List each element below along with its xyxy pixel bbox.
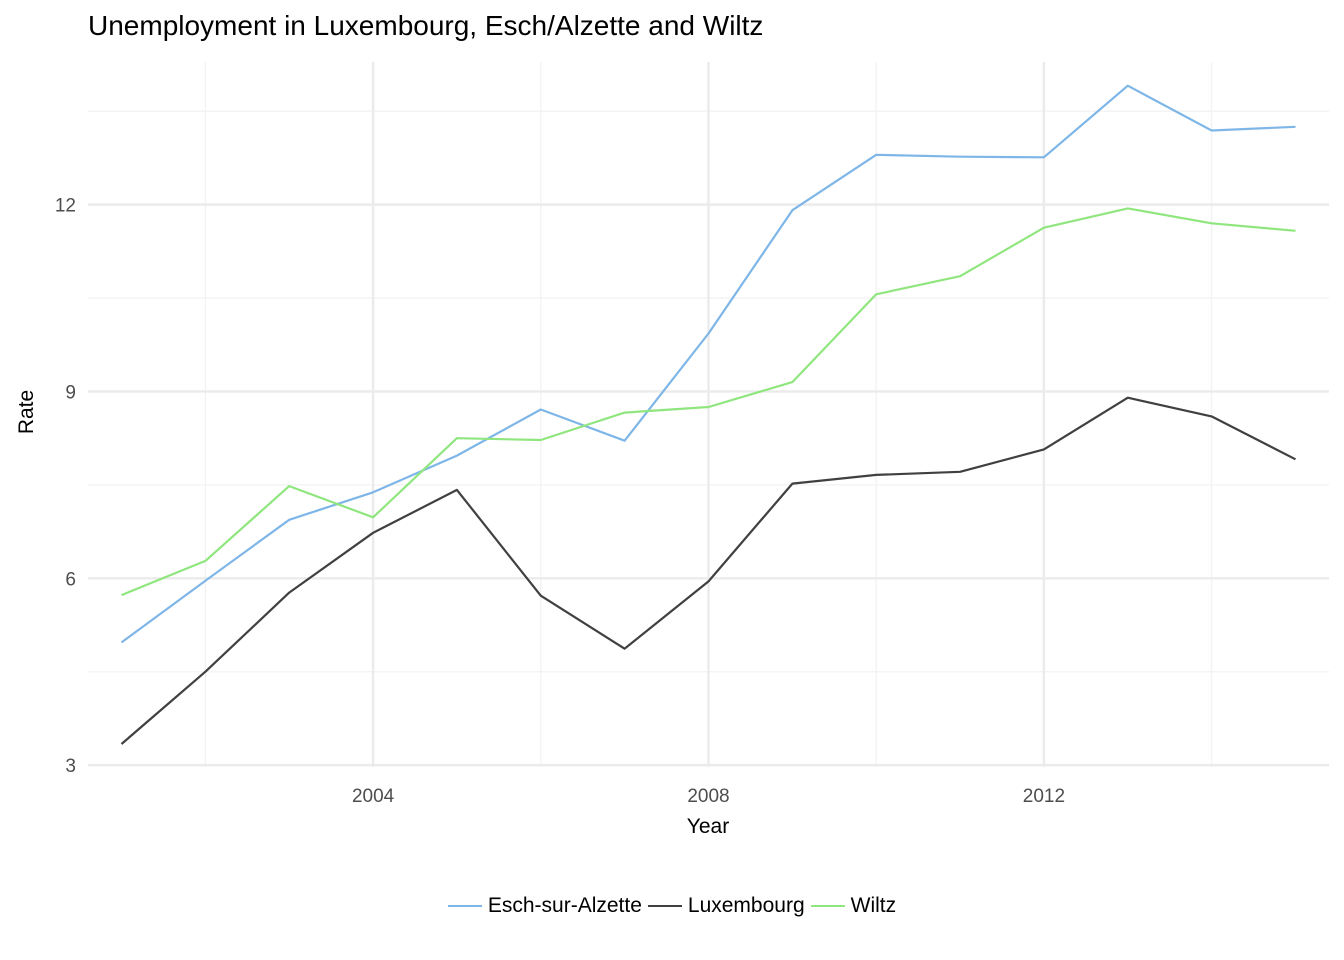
legend-item: Luxembourg [647, 894, 805, 918]
tick-labels: 3 6 9 12 2004 2008 2012 [55, 196, 1065, 807]
series-line-luxembourg [120, 396, 1297, 745]
x-tick-label: 2012 [1023, 786, 1065, 807]
x-tick-label: 2008 [687, 786, 729, 807]
chart-title: Unemployment in Luxembourg, Esch/Alzette… [88, 10, 764, 41]
x-axis-title: Year [687, 815, 729, 838]
y-tick-label: 3 [65, 756, 76, 777]
legend-key [447, 905, 482, 907]
legend-key [647, 905, 682, 907]
legend-label: Esch-sur-Alzette [487, 894, 642, 917]
legend-label: Wiltz [850, 894, 897, 917]
y-tick-label: 12 [55, 196, 76, 217]
grid [88, 62, 1329, 767]
legend-label: Luxembourg [687, 894, 805, 917]
legend-key [810, 905, 845, 907]
legend: Esch-sur-Alzette Luxembourg Wiltz [0, 894, 1344, 918]
legend-item: Esch-sur-Alzette [447, 894, 642, 918]
series-line-wiltz [121, 207, 1296, 597]
series-lines [120, 84, 1297, 745]
x-tick-label: 2004 [352, 786, 395, 807]
series-line-esch-sur-alzette [120, 84, 1296, 644]
legend-item: Wiltz [810, 894, 897, 918]
y-axis-title: Rate [15, 390, 38, 434]
y-tick-label: 6 [65, 569, 76, 590]
y-tick-label: 9 [65, 382, 76, 403]
